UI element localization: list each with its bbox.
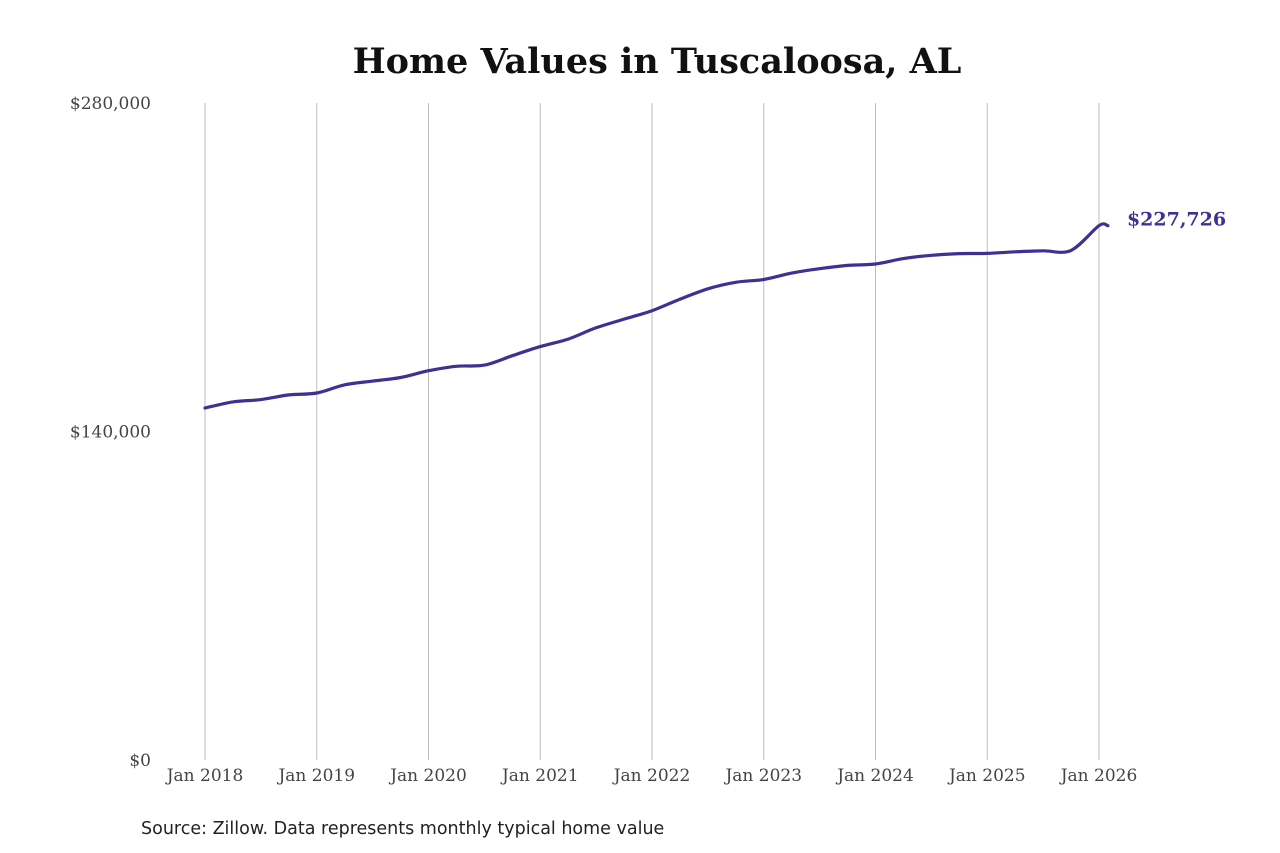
x-tick-label: Jan 2019 [276,766,355,786]
x-tick-label: Jan 2025 [947,766,1026,786]
gridlines [204,103,1100,760]
x-tick-label: Jan 2018 [165,766,244,786]
y-tick-label: $140,000 [70,423,151,443]
series-layer: $227,726 [203,209,1226,410]
x-tick-label: Jan 2024 [835,766,914,786]
series-line [203,222,1110,410]
x-axis-ticks: Jan 2018 Jan 2019 Jan 2020 Jan 2021 Jan 2022… [165,766,1138,786]
x-tick-label: Jan 2023 [723,766,802,786]
y-axis-ticks: $0 $140,000 $280,000 [70,94,151,771]
chart-title: Home Values in Tuscaloosa, AL [353,41,962,82]
x-tick-label: Jan 2026 [1059,766,1138,786]
x-tick-label: Jan 2020 [388,766,467,786]
end-value-label: $227,726 [1127,209,1226,231]
x-tick-label: Jan 2021 [500,766,579,786]
source-note: Source: Zillow. Data represents monthly … [141,819,664,839]
y-tick-label: $0 [129,751,151,771]
y-tick-label: $280,000 [70,94,151,114]
x-tick-label: Jan 2022 [612,766,691,786]
